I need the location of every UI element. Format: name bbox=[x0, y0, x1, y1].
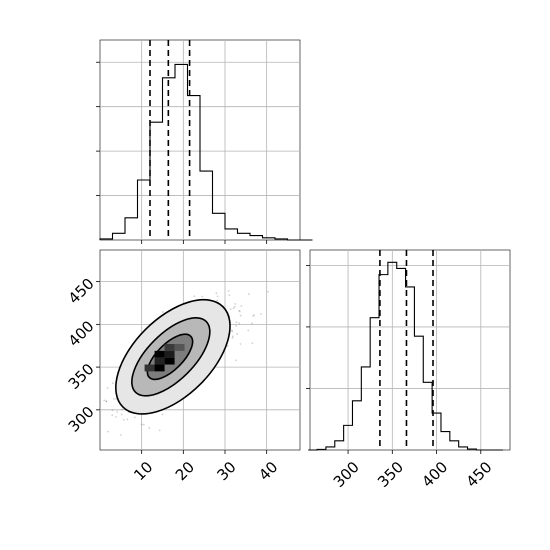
scatter-point bbox=[116, 410, 119, 413]
scatter-point bbox=[120, 434, 122, 436]
x-tick-label: 20 bbox=[172, 458, 198, 484]
x-tick-label: 30 bbox=[214, 458, 240, 484]
y-tick-label: 400 bbox=[65, 317, 98, 350]
scatter-point bbox=[226, 344, 229, 347]
joint-contours bbox=[115, 298, 231, 415]
scatter-point bbox=[216, 295, 219, 298]
scatter-point bbox=[106, 387, 109, 389]
marginal-x-panel bbox=[96, 39, 313, 244]
scatter-point bbox=[239, 343, 242, 345]
scatter-point bbox=[231, 335, 234, 338]
density-cell bbox=[154, 357, 165, 365]
density-cell bbox=[164, 357, 175, 365]
scatter-point bbox=[103, 399, 106, 402]
scatter-point bbox=[161, 413, 164, 416]
scatter-point bbox=[111, 414, 114, 417]
marginal-x-quantiles bbox=[149, 40, 191, 240]
scatter-point bbox=[162, 311, 164, 313]
joint-panel: 10 20 30 40 300 350 400 450 bbox=[65, 249, 301, 484]
scatter-point bbox=[227, 290, 230, 292]
scatter-point bbox=[232, 307, 235, 310]
scatter-point bbox=[238, 310, 241, 313]
scatter-point bbox=[229, 308, 232, 311]
x-tick-label: 300 bbox=[330, 458, 363, 491]
scatter-point bbox=[233, 305, 236, 308]
scatter-point bbox=[238, 322, 241, 325]
scatter-point bbox=[231, 336, 234, 339]
scatter-point bbox=[235, 359, 237, 362]
scatter-point bbox=[260, 313, 263, 315]
scatter-point bbox=[122, 419, 125, 421]
scatter-point bbox=[236, 333, 239, 335]
scatter-point bbox=[120, 413, 123, 416]
scatter-point bbox=[216, 299, 219, 302]
joint-x-tick-labels: 10 20 30 40 bbox=[130, 458, 281, 484]
scatter-point bbox=[228, 294, 231, 297]
scatter-point bbox=[121, 408, 123, 411]
scatter-point bbox=[239, 314, 242, 317]
x-tick-label: 350 bbox=[374, 458, 407, 491]
marginal-x-ticks bbox=[96, 61, 268, 244]
marginal-y-quantiles bbox=[379, 250, 434, 450]
density-cell bbox=[164, 350, 175, 358]
scatter-point bbox=[251, 322, 253, 325]
scatter-point bbox=[252, 315, 255, 318]
density-cell bbox=[164, 344, 175, 351]
density-cell bbox=[154, 364, 165, 372]
scatter-point bbox=[112, 382, 114, 384]
scatter-point bbox=[235, 324, 237, 327]
scatter-point bbox=[247, 293, 250, 295]
marginal-y-tick-labels: 300 350 400 450 bbox=[330, 458, 496, 491]
scatter-point bbox=[115, 415, 117, 418]
scatter-point bbox=[133, 416, 136, 419]
scatter-point bbox=[105, 400, 108, 403]
scatter-point bbox=[107, 430, 109, 433]
scatter-point bbox=[231, 330, 234, 333]
scatter-point bbox=[105, 400, 108, 403]
scatter-point bbox=[142, 423, 145, 426]
scatter-point bbox=[234, 303, 237, 305]
joint-ticks bbox=[96, 281, 268, 454]
x-tick-label: 450 bbox=[463, 458, 496, 491]
scatter-point bbox=[238, 309, 241, 312]
density-cell bbox=[144, 364, 155, 372]
scatter-point bbox=[158, 429, 161, 432]
marginal-y-histogram bbox=[308, 261, 503, 451]
marginal-y-grid bbox=[310, 250, 510, 450]
scatter-point bbox=[126, 418, 129, 421]
x-tick-label: 10 bbox=[130, 458, 156, 484]
marginal-y-ticks bbox=[306, 264, 482, 454]
scatter-point bbox=[111, 409, 114, 412]
scatter-point bbox=[201, 295, 204, 298]
density-cell bbox=[174, 344, 185, 351]
scatter-point bbox=[215, 292, 218, 295]
y-tick-label: 450 bbox=[65, 275, 98, 308]
scatter-point bbox=[193, 295, 196, 298]
scatter-point bbox=[148, 427, 151, 429]
marginal-x-histogram bbox=[99, 63, 313, 241]
joint-y-tick-labels: 300 350 400 450 bbox=[65, 275, 98, 436]
scatter-point bbox=[235, 321, 238, 324]
x-tick-label: 400 bbox=[418, 458, 451, 491]
scatter-point bbox=[247, 329, 250, 332]
scatter-point bbox=[113, 397, 115, 400]
scatter-point bbox=[240, 305, 243, 308]
y-tick-label: 300 bbox=[65, 403, 98, 436]
scatter-point bbox=[230, 329, 233, 332]
scatter-point bbox=[251, 342, 254, 345]
density-cell bbox=[154, 350, 165, 358]
x-tick-label: 40 bbox=[255, 458, 281, 484]
scatter-point bbox=[140, 423, 143, 426]
marginal-y-panel: 300 350 400 450 bbox=[306, 249, 511, 491]
scatter-point bbox=[253, 314, 256, 317]
scatter-point bbox=[267, 290, 269, 293]
marginal-y-frame bbox=[309, 249, 511, 451]
y-tick-label: 350 bbox=[65, 360, 98, 393]
